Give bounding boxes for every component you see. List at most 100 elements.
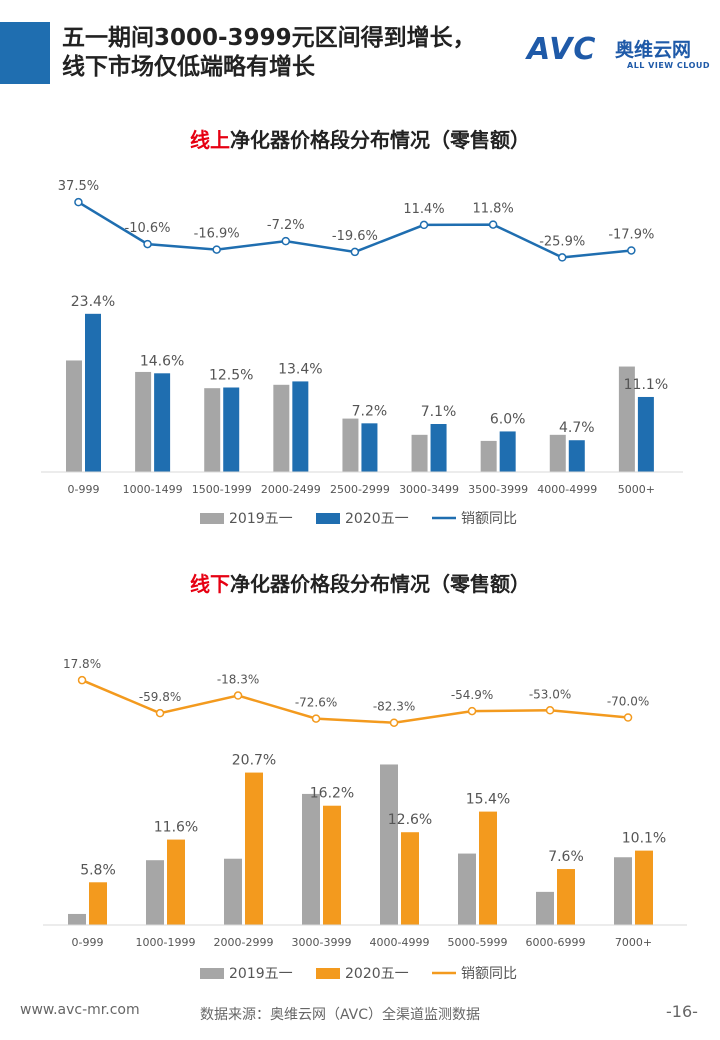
online-title-highlight: 线上 [190,128,230,152]
bar-2020 [154,373,171,472]
bar-2019 [549,434,566,472]
bar-2020-label: 7.2% [352,403,388,419]
bar-2020 [361,423,378,472]
category-label: 5000+ [618,483,655,496]
yoy-point [281,236,291,246]
yoy-label: -17.9% [608,227,654,242]
bar-2020-label: 4.7% [559,420,595,436]
yoy-label: 37.5% [58,179,99,194]
yoy-label: -82.3% [373,700,415,714]
category-label: 2500-2999 [330,483,390,496]
bar-2019 [614,857,632,925]
category-label: 4000-4999 [537,483,597,496]
avc-logo: AVC 奥维云网 ALL VIEW CLOUD [527,32,717,76]
bar-2020 [430,424,447,472]
logo-mark: AVC [527,32,597,67]
bar-2020 [479,811,497,925]
legend-2020-label: 2020五一 [345,511,409,527]
bar-2019 [135,371,152,472]
bar-2020-label: 16.2% [310,786,354,802]
bar-2020-label: 15.4% [466,792,510,808]
legend-2019-swatch [200,513,224,524]
category-label: 7000+ [615,936,652,949]
bar-2020-label: 13.4% [278,361,322,377]
logo-english-name: ALL VIEW CLOUD [627,61,711,70]
yoy-label: -16.9% [194,227,240,242]
yoy-label: 11.8% [472,202,513,217]
bar-2020 [637,396,654,472]
bar-2019 [411,434,428,472]
title-accent-bar [0,22,50,84]
offline-chart-title: 线下净化器价格段分布情况（零售额） [0,568,720,597]
yoy-label: -59.8% [139,690,181,704]
yoy-label: -7.2% [267,218,305,233]
bar-2020-label: 6.0% [490,411,526,427]
bar-2020 [223,387,240,472]
yoy-line [81,679,629,724]
category-label: 3500-3999 [468,483,528,496]
yoy-point [233,691,243,700]
bar-2020 [557,869,575,925]
bar-2020-label: 5.8% [80,862,116,878]
bar-2020-label: 10.1% [622,831,666,847]
yoy-label: -72.6% [295,696,337,710]
yoy-label: 17.8% [63,657,101,671]
category-label: 1500-1999 [192,483,252,496]
bar-2019 [618,366,635,472]
category-label: 5000-5999 [448,936,508,949]
legend-yoy-label: 销额同比 [461,511,517,527]
bar-2019 [146,860,164,925]
bar-2020-label: 11.6% [154,820,198,836]
category-label: 6000-6999 [526,936,586,949]
bar-2020-label: 7.1% [421,404,457,420]
yoy-label: -18.3% [217,673,259,687]
bar-2019 [224,858,242,925]
bar-2020-label: 7.6% [548,849,584,865]
footer-source: 数据来源：奥维云网（AVC）全渠道监测数据 [200,1007,481,1023]
yoy-point [74,197,83,207]
bar-2019 [536,891,554,925]
bar-2019 [68,913,86,925]
yoy-label: -53.0% [529,687,571,701]
bar-2020 [499,431,516,472]
legend-2020-swatch [316,968,340,979]
bar-2019 [342,418,359,472]
category-label: 1000-1499 [123,483,183,496]
yoy-point [557,253,567,262]
online-price-chart: 37.5% -10.6% -16.9% -7.2% -19.6% 11.4% 11.8% -2… [41,179,683,527]
yoy-point [623,713,633,722]
bar-2019 [458,853,476,925]
bar-2019 [480,440,497,472]
bar-2020 [323,805,341,925]
yoy-label: -54.9% [451,688,493,702]
bar-2020-label: 12.5% [209,368,253,384]
bar-2020-label: 20.7% [232,753,276,769]
bar-2019 [66,360,82,472]
bar-2020 [167,839,185,925]
category-label: 0-999 [68,483,100,496]
yoy-point [311,714,321,723]
yoy-point [627,246,636,255]
bar-2020 [89,882,107,925]
yoy-point [212,245,221,254]
bar-2020 [85,313,101,472]
footer-website: www.avc-mr.com [20,1002,140,1018]
yoy-label: -10.6% [125,221,171,236]
offline-title-text: 净化器价格段分布情况（零售额） [230,572,530,596]
yoy-label: -19.6% [332,229,378,244]
legend-2019-label: 2019五一 [229,966,293,982]
yoy-point [143,239,152,249]
offline-title-highlight: 线下 [190,572,230,596]
legend-2020-swatch [316,513,340,524]
offline-price-chart: 17.8% -59.8% -18.3% -72.6% -82.3% -54.9% -53.0… [43,657,687,982]
bar-2020 [568,440,585,472]
yoy-point [389,718,399,727]
bar-2019 [380,764,398,925]
yoy-point [488,220,498,229]
yoy-point [419,220,429,230]
yoy-label: -70.0% [607,695,649,709]
online-title-text: 净化器价格段分布情况（零售额） [230,128,530,152]
yoy-point [77,675,87,685]
bar-2020-label: 12.6% [388,812,432,828]
bar-2020 [401,832,419,925]
